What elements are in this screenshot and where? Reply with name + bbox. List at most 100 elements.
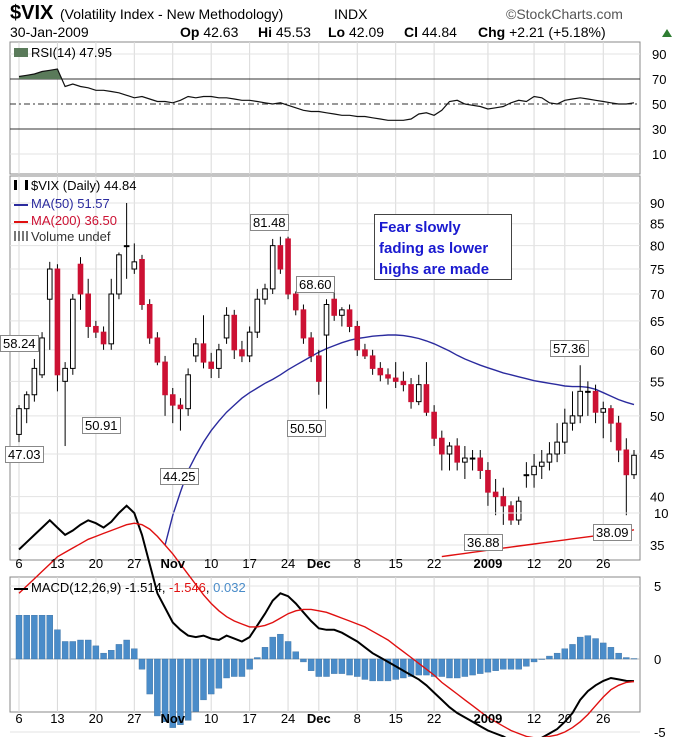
- candle-down: [608, 408, 614, 424]
- symbol-name: (Volatility Index - New Methodology): [60, 6, 284, 22]
- macd-histogram-bar: [307, 658, 315, 671]
- symbol-title: $VIX: [10, 2, 54, 24]
- macd-histogram-bar: [346, 658, 353, 676]
- marked-value-label: 50.50: [287, 420, 326, 437]
- price-ytick-label: 35: [650, 538, 664, 553]
- brand-watermark: ©StockCharts.com: [506, 6, 623, 22]
- x-axis-label: 12: [527, 711, 541, 726]
- macd-histogram-bar: [523, 658, 530, 667]
- macd-histogram-bar: [623, 657, 630, 660]
- macd-histogram-bar: [38, 615, 46, 660]
- candle-up: [39, 337, 45, 376]
- candle-up: [216, 349, 222, 369]
- macd-histogram-bar: [607, 647, 615, 660]
- x-axis-label: 6: [15, 556, 22, 571]
- candle-down: [162, 361, 168, 396]
- candle-down: [623, 449, 630, 476]
- candle-up: [523, 474, 530, 477]
- macd-histogram-bar: [415, 658, 422, 676]
- candle-up: [23, 394, 30, 410]
- candle-up: [131, 261, 138, 270]
- marked-value-label: 36.88: [464, 534, 503, 551]
- candle-down: [308, 337, 314, 357]
- macd-histogram-bar: [576, 636, 584, 660]
- volume-icon: [14, 231, 28, 241]
- candle-down: [231, 314, 238, 351]
- rsi-ytick-label: 50: [652, 97, 666, 112]
- candle-down: [485, 469, 491, 493]
- macd-histogram-bar: [77, 639, 84, 660]
- candle-up: [108, 293, 115, 345]
- price-legend: $VIX (Daily) 44.84: [14, 178, 137, 193]
- rsi-overbought-fill: [19, 69, 63, 79]
- candle-down: [431, 411, 437, 439]
- candle-up: [116, 254, 122, 295]
- x-axis-label: 15: [388, 556, 402, 571]
- ma200-line-icon: [14, 220, 28, 223]
- macd-histogram-bar: [515, 658, 522, 670]
- macd-histogram-bar: [354, 658, 361, 677]
- marked-value-label: 81.48: [250, 214, 289, 231]
- macd-histogram-bar: [461, 658, 469, 677]
- chart-date: 30-Jan-2009: [10, 24, 89, 40]
- macd-histogram-bar: [215, 658, 223, 689]
- candle-down: [277, 245, 284, 270]
- macd-label: MACD(12,26,9): [31, 580, 122, 595]
- macd-histogram-bar: [492, 658, 499, 671]
- macd-value: -1.514: [124, 580, 162, 595]
- ma50-line: [164, 334, 635, 546]
- macd-histogram-bar: [630, 658, 638, 660]
- candle-down: [208, 361, 214, 369]
- candle-up: [462, 457, 468, 463]
- macd-histogram-bar: [446, 658, 453, 679]
- x-axis-label: Nov: [160, 711, 185, 726]
- macd-histogram-bar: [315, 658, 323, 677]
- macd-histogram-bar: [500, 658, 507, 670]
- x-axis-label: 8: [354, 711, 361, 726]
- rsi-ytick-label: 10: [652, 147, 666, 162]
- macd-histogram-bar: [330, 658, 338, 674]
- candle-down: [100, 331, 107, 345]
- exchange-label: INDX: [334, 6, 368, 22]
- macd-histogram-bar: [484, 658, 492, 673]
- candle-up: [585, 390, 591, 393]
- x-axis-label: 20: [558, 556, 572, 571]
- x-axis-label: Nov: [160, 556, 185, 571]
- candle-down: [500, 496, 507, 507]
- x-axis-label: 6: [15, 711, 22, 726]
- macd-histogram-bar: [261, 647, 269, 660]
- candle-up: [538, 461, 545, 467]
- macd-histogram-bar: [61, 641, 69, 660]
- macd-histogram-bar: [361, 658, 369, 680]
- macd-ytick-label: 10: [654, 506, 668, 521]
- candle-down: [93, 325, 99, 333]
- marked-value-label: 50.91: [82, 417, 121, 434]
- macd-histogram-bar: [92, 645, 100, 660]
- candle-up: [185, 374, 191, 410]
- macd-histogram-bar: [100, 652, 107, 660]
- candle-down: [385, 374, 391, 379]
- rsi-icon: [14, 48, 28, 57]
- macd-histogram-bar: [530, 658, 538, 663]
- volume-legend: Volume undef: [14, 229, 111, 244]
- macd-ytick-label: -5: [654, 725, 666, 737]
- macd-histogram-bar: [292, 651, 299, 660]
- marked-value-label: 68.60: [296, 276, 335, 293]
- ma200-legend-label: MA(200) 36.50: [31, 213, 117, 228]
- macd-histogram-bar: [154, 658, 161, 717]
- candle-up: [246, 331, 253, 357]
- candle-up: [469, 457, 476, 460]
- candle-up: [193, 343, 199, 357]
- macd-histogram-bar: [200, 658, 207, 701]
- rsi-panel-frame: [9, 41, 641, 175]
- x-axis-label: 22: [427, 556, 441, 571]
- macd-histogram-bar: [131, 648, 138, 660]
- macd-histogram-bar: [384, 658, 392, 682]
- candle-down: [239, 349, 245, 357]
- x-axis-label: 20: [89, 711, 103, 726]
- macd-histogram-bar: [323, 658, 330, 677]
- price-ytick-label: 50: [650, 409, 664, 424]
- candle-down: [423, 384, 430, 413]
- macd-histogram-bar: [84, 639, 92, 660]
